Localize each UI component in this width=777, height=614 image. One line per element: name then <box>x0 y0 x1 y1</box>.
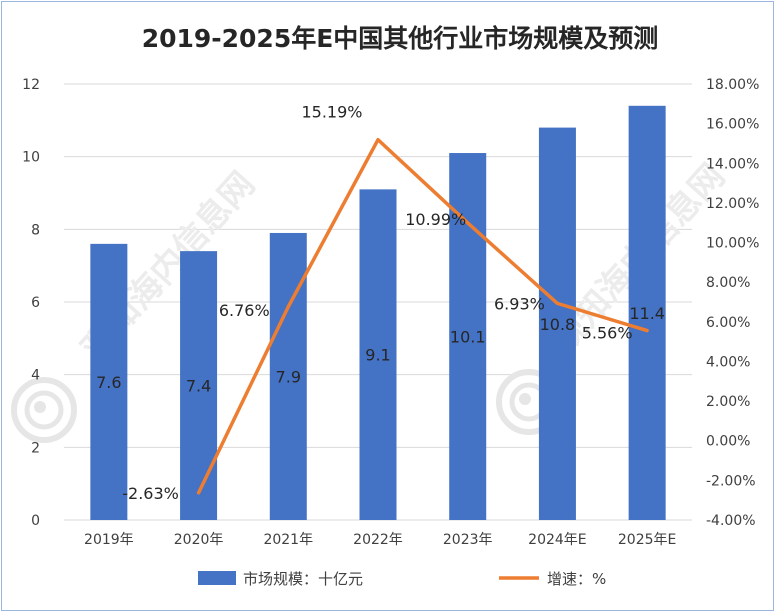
bar-value-label: 9.1 <box>365 346 390 365</box>
y2-tick-label: -2.00% <box>706 473 756 489</box>
x-tick-label: 2023年 <box>443 532 493 548</box>
y2-tick-label: 16.00% <box>706 117 759 133</box>
growth-rate-line <box>196 137 649 495</box>
y2-tick-label: 12.00% <box>706 196 759 212</box>
line-value-label: 6.93% <box>494 294 545 313</box>
chart-title: 2019-2025年E中国其他行业市场规模及预测 <box>142 24 659 53</box>
legend-label-line: 增速：% <box>547 570 606 588</box>
y-tick-label: 12 <box>22 77 40 93</box>
bar <box>359 189 397 520</box>
y-tick-label: 2 <box>31 440 40 456</box>
bar-value-label: 10.8 <box>540 315 576 334</box>
line-value-label: 6.76% <box>219 301 270 320</box>
bar-value-label: 7.9 <box>276 367 301 386</box>
x-tick-label: 2022年 <box>353 532 403 548</box>
y2-tick-label: 2.00% <box>706 394 750 410</box>
line-series <box>196 137 649 495</box>
x-tick-label: 2025年E <box>618 532 676 548</box>
y-tick-label: 10 <box>22 150 40 166</box>
y2-tick-label: 18.00% <box>706 77 759 93</box>
bar <box>628 105 666 521</box>
bar <box>538 127 576 520</box>
legend-label-bar: 市场规模：十亿元 <box>243 570 363 588</box>
y-tick-label: 6 <box>31 295 40 311</box>
axes: 0 2 4 6 8 10 12 -4.00% -2.00% 0.00% 2.00% 4.00% 6.00… <box>22 77 759 548</box>
line-value-label: -2.63% <box>122 484 179 503</box>
x-tick-label: 2021年 <box>263 532 313 548</box>
y2-tick-label: 8.00% <box>706 275 750 291</box>
data-labels: 7.6 7.4 7.9 9.1 10.1 10.8 11.4 -2.63% 6.76% 15.19… <box>96 103 665 503</box>
y2-tick-label: 14.00% <box>706 156 759 172</box>
x-tick-label: 2024年E <box>528 532 586 548</box>
bar <box>180 251 218 520</box>
line-value-label: 5.56% <box>582 324 633 343</box>
bar-series <box>90 105 666 521</box>
bar-value-label: 7.4 <box>186 377 211 396</box>
bar <box>90 243 128 520</box>
y-tick-label: 4 <box>31 368 40 384</box>
bar <box>449 153 487 521</box>
y2-tick-label: 6.00% <box>706 315 750 331</box>
y-tick-label: 0 <box>31 513 40 529</box>
bar-value-label: 7.6 <box>96 373 121 392</box>
legend-swatch-bar <box>198 571 236 585</box>
line-value-label: 15.19% <box>301 103 362 122</box>
y2-tick-label: 10.00% <box>706 236 759 252</box>
bar-value-label: 11.4 <box>629 304 665 323</box>
x-tick-label: 2020年 <box>174 532 224 548</box>
y2-tick-label: -4.00% <box>706 513 756 529</box>
line-value-label: 10.99% <box>405 210 466 229</box>
y2-tick-label: 0.00% <box>706 434 750 450</box>
bar-value-label: 10.1 <box>450 328 486 347</box>
legend: 市场规模：十亿元 增速：% <box>198 570 606 588</box>
y-tick-label: 8 <box>31 222 40 238</box>
x-tick-label: 2019年 <box>84 532 134 548</box>
y2-tick-label: 4.00% <box>706 354 750 370</box>
